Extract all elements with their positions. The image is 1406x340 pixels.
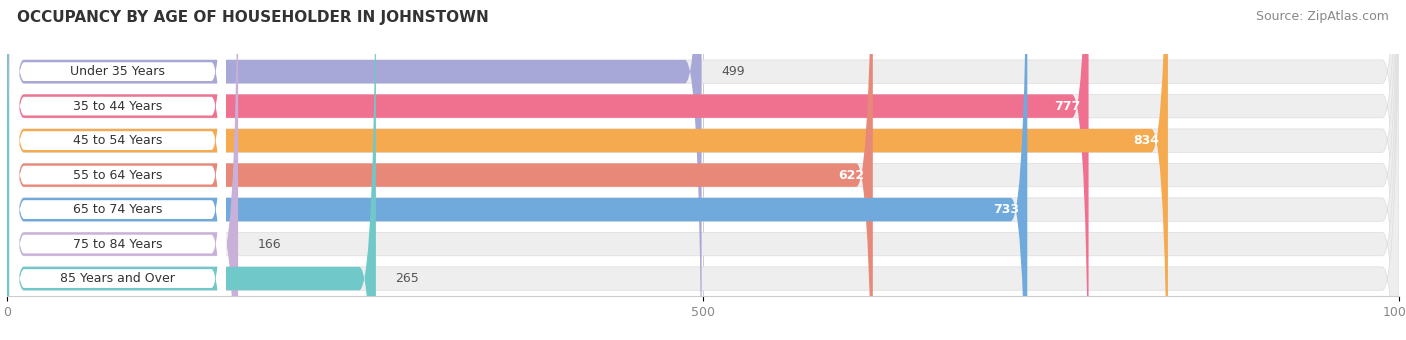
- FancyBboxPatch shape: [10, 0, 225, 340]
- FancyBboxPatch shape: [10, 0, 225, 340]
- Text: Under 35 Years: Under 35 Years: [70, 65, 165, 78]
- Text: 777: 777: [1054, 100, 1080, 113]
- Text: 75 to 84 Years: 75 to 84 Years: [73, 238, 163, 251]
- Text: 499: 499: [721, 65, 745, 78]
- FancyBboxPatch shape: [7, 0, 1399, 340]
- FancyBboxPatch shape: [7, 0, 1399, 340]
- FancyBboxPatch shape: [10, 0, 225, 340]
- FancyBboxPatch shape: [7, 0, 1088, 340]
- FancyBboxPatch shape: [7, 0, 1399, 340]
- Text: 834: 834: [1133, 134, 1160, 147]
- FancyBboxPatch shape: [7, 0, 238, 340]
- Text: 65 to 74 Years: 65 to 74 Years: [73, 203, 162, 216]
- FancyBboxPatch shape: [10, 0, 225, 340]
- FancyBboxPatch shape: [7, 0, 1399, 340]
- FancyBboxPatch shape: [7, 0, 1399, 340]
- Text: 622: 622: [838, 169, 865, 182]
- FancyBboxPatch shape: [10, 0, 225, 340]
- FancyBboxPatch shape: [7, 0, 702, 340]
- Text: 265: 265: [395, 272, 419, 285]
- Text: 166: 166: [257, 238, 281, 251]
- FancyBboxPatch shape: [7, 0, 1399, 340]
- Text: Source: ZipAtlas.com: Source: ZipAtlas.com: [1256, 10, 1389, 23]
- FancyBboxPatch shape: [7, 0, 873, 340]
- Text: 55 to 64 Years: 55 to 64 Years: [73, 169, 162, 182]
- FancyBboxPatch shape: [7, 0, 1399, 340]
- Text: 85 Years and Over: 85 Years and Over: [60, 272, 176, 285]
- FancyBboxPatch shape: [7, 0, 375, 340]
- Text: 733: 733: [993, 203, 1019, 216]
- Text: OCCUPANCY BY AGE OF HOUSEHOLDER IN JOHNSTOWN: OCCUPANCY BY AGE OF HOUSEHOLDER IN JOHNS…: [17, 10, 489, 25]
- FancyBboxPatch shape: [7, 0, 1168, 340]
- FancyBboxPatch shape: [10, 0, 225, 340]
- Text: 45 to 54 Years: 45 to 54 Years: [73, 134, 162, 147]
- FancyBboxPatch shape: [7, 0, 1028, 340]
- Text: 35 to 44 Years: 35 to 44 Years: [73, 100, 162, 113]
- FancyBboxPatch shape: [10, 0, 225, 340]
